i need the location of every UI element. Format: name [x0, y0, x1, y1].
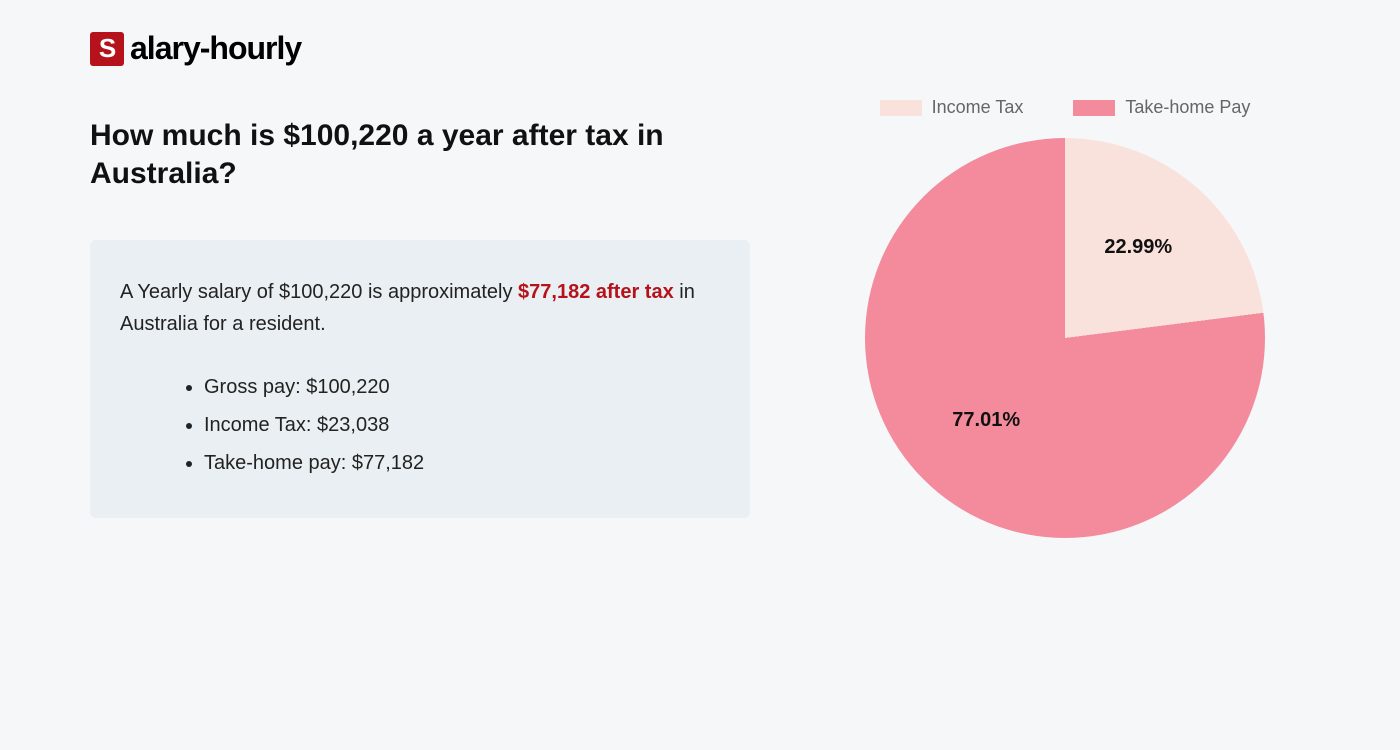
chart-column: Income Tax Take-home Pay 22.99% 77.01% — [820, 97, 1310, 538]
pie-graphic — [865, 138, 1265, 538]
legend-swatch-icon — [1073, 100, 1115, 116]
list-item: Gross pay: $100,220 — [204, 368, 720, 406]
page: S alary-hourly How much is $100,220 a ye… — [0, 0, 1400, 750]
pie-slice-label: 77.01% — [952, 409, 1020, 432]
pie-slice-label: 22.99% — [1104, 236, 1172, 259]
legend-label: Take-home Pay — [1125, 97, 1250, 118]
summary-paragraph: A Yearly salary of $100,220 is approxima… — [120, 276, 720, 340]
pie-chart: 22.99% 77.01% — [865, 138, 1265, 538]
logo-badge-icon: S — [90, 32, 124, 66]
content-row: How much is $100,220 a year after tax in… — [90, 117, 1310, 538]
list-item: Income Tax: $23,038 — [204, 406, 720, 444]
logo-text: alary-hourly — [130, 30, 301, 67]
summary-highlight: $77,182 after tax — [518, 281, 674, 303]
legend-swatch-icon — [880, 100, 922, 116]
left-column: How much is $100,220 a year after tax in… — [90, 117, 750, 518]
summary-card: A Yearly salary of $100,220 is approxima… — [90, 240, 750, 518]
page-title: How much is $100,220 a year after tax in… — [90, 117, 750, 192]
summary-list: Gross pay: $100,220 Income Tax: $23,038 … — [120, 368, 720, 482]
legend-item-take-home: Take-home Pay — [1073, 97, 1250, 118]
chart-legend: Income Tax Take-home Pay — [880, 97, 1251, 118]
summary-text-pre: A Yearly salary of $100,220 is approxima… — [120, 281, 518, 303]
legend-item-income-tax: Income Tax — [880, 97, 1024, 118]
legend-label: Income Tax — [932, 97, 1024, 118]
list-item: Take-home pay: $77,182 — [204, 444, 720, 482]
site-logo: S alary-hourly — [90, 30, 1310, 67]
